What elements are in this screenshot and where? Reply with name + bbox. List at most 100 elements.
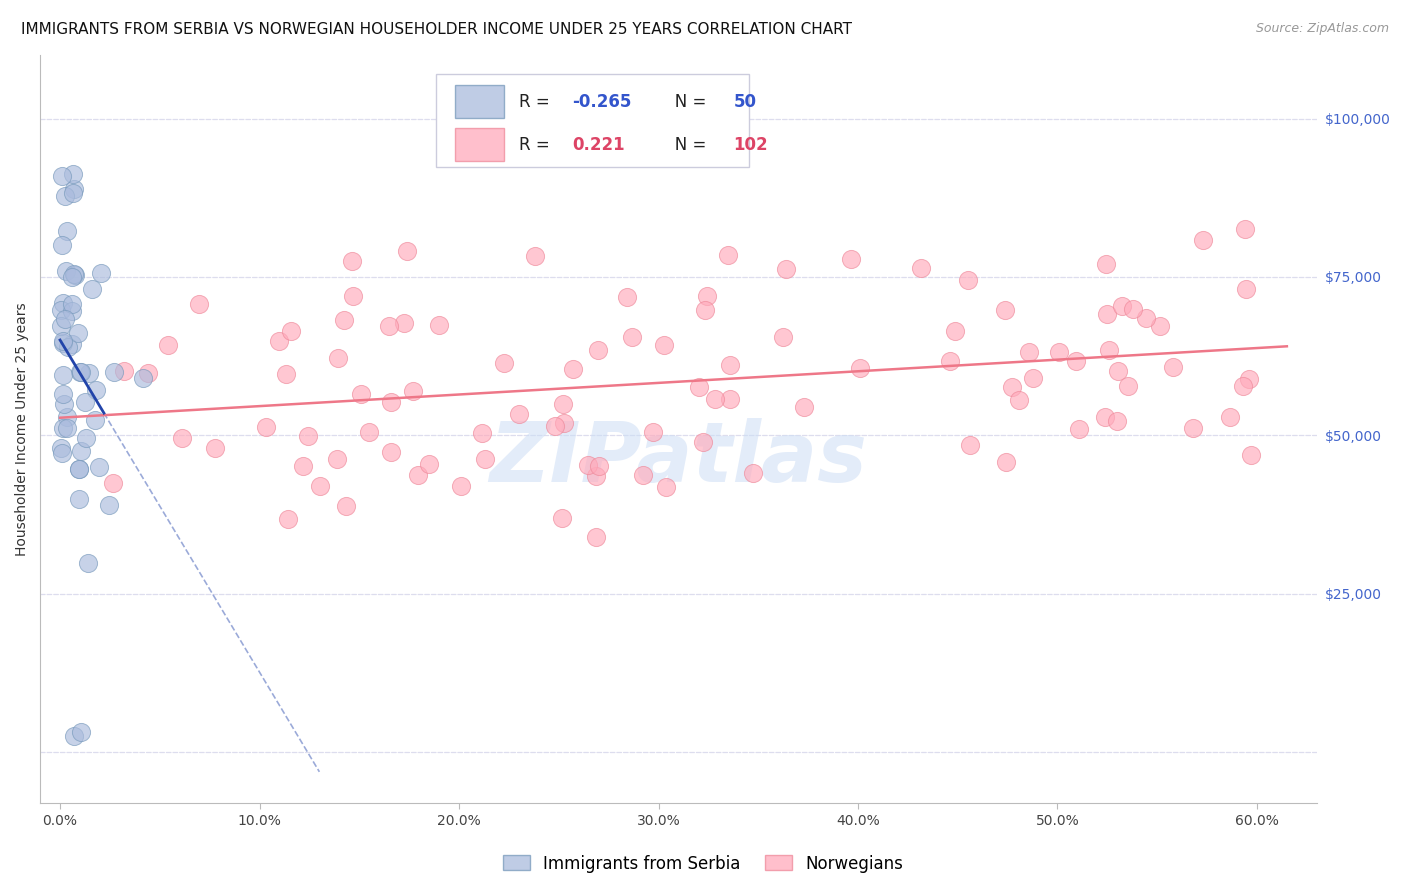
Point	[1111, 300, 1133, 314]
Point	[474, 451, 496, 466]
Point	[309, 479, 332, 493]
Point	[156, 338, 179, 352]
Point	[55, 264, 77, 278]
Point	[63, 729, 86, 743]
Point	[277, 512, 299, 526]
Point	[550, 510, 572, 524]
Point	[775, 262, 797, 277]
Text: R =: R =	[519, 93, 555, 111]
Point	[84, 383, 107, 397]
Point	[508, 407, 530, 421]
Point	[53, 189, 76, 203]
Point	[70, 365, 93, 379]
Point	[49, 318, 72, 333]
Point	[1135, 311, 1157, 326]
Point	[51, 303, 73, 318]
Point	[326, 452, 349, 467]
Point	[80, 282, 103, 296]
Point	[956, 272, 979, 286]
Point	[63, 268, 86, 283]
Point	[101, 476, 124, 491]
Point	[1234, 282, 1257, 296]
Point	[1067, 422, 1090, 436]
Point	[56, 409, 79, 424]
Point	[52, 368, 75, 382]
Text: 102: 102	[734, 136, 768, 153]
Point	[359, 425, 381, 439]
Point	[1116, 379, 1139, 393]
Point	[49, 441, 72, 455]
Point	[204, 441, 226, 455]
Point	[1001, 380, 1024, 394]
Point	[67, 491, 90, 506]
Point	[60, 303, 83, 318]
Point	[910, 260, 932, 275]
Point	[291, 458, 314, 473]
Point	[938, 354, 960, 368]
Point	[335, 500, 357, 514]
Point	[380, 445, 402, 459]
Point	[103, 365, 125, 379]
Point	[1022, 371, 1045, 385]
Point	[53, 397, 76, 411]
Point	[52, 336, 75, 351]
Point	[97, 498, 120, 512]
Point	[717, 248, 740, 262]
Point	[1094, 257, 1116, 271]
Point	[561, 362, 583, 376]
Legend: Immigrants from Serbia, Norwegians: Immigrants from Serbia, Norwegians	[496, 848, 910, 880]
Point	[67, 462, 90, 476]
Bar	[456, 86, 503, 118]
Point	[51, 169, 73, 183]
Point	[267, 334, 290, 348]
Point	[553, 397, 575, 411]
Text: R =: R =	[519, 136, 560, 153]
Point	[427, 318, 450, 332]
Point	[1008, 392, 1031, 407]
Point	[1094, 410, 1116, 425]
Text: N =: N =	[659, 136, 711, 153]
Bar	[456, 128, 503, 161]
Point	[718, 358, 741, 372]
Point	[576, 458, 599, 473]
Point	[652, 338, 675, 352]
Point	[1018, 344, 1040, 359]
Point	[1105, 414, 1128, 428]
Point	[52, 334, 75, 348]
Point	[402, 384, 425, 398]
Point	[704, 392, 727, 407]
Point	[340, 253, 363, 268]
Point	[90, 266, 112, 280]
Point	[655, 479, 678, 493]
Point	[1192, 233, 1215, 247]
Point	[60, 336, 83, 351]
Point	[172, 431, 194, 445]
Point	[350, 387, 373, 401]
Point	[524, 249, 547, 263]
Point	[75, 431, 97, 445]
Y-axis label: Householder Income Under 25 years: Householder Income Under 25 years	[15, 302, 30, 556]
Point	[187, 297, 209, 311]
Point	[66, 326, 89, 340]
Point	[943, 325, 966, 339]
Point	[328, 351, 350, 366]
Text: 50: 50	[734, 93, 756, 111]
Point	[380, 394, 402, 409]
Point	[849, 361, 872, 376]
Point	[720, 392, 742, 407]
Point	[471, 426, 494, 441]
Point	[60, 297, 83, 311]
Point	[418, 458, 440, 472]
Point	[131, 371, 153, 385]
Point	[333, 313, 356, 327]
Point	[994, 302, 1017, 317]
Point	[73, 394, 96, 409]
Point	[60, 270, 83, 285]
Text: -0.265: -0.265	[572, 93, 631, 111]
FancyBboxPatch shape	[436, 74, 748, 168]
Point	[84, 413, 107, 427]
Point	[377, 319, 399, 334]
Point	[839, 252, 862, 267]
Text: ZIPatlas: ZIPatlas	[489, 418, 868, 500]
Text: N =: N =	[659, 93, 711, 111]
